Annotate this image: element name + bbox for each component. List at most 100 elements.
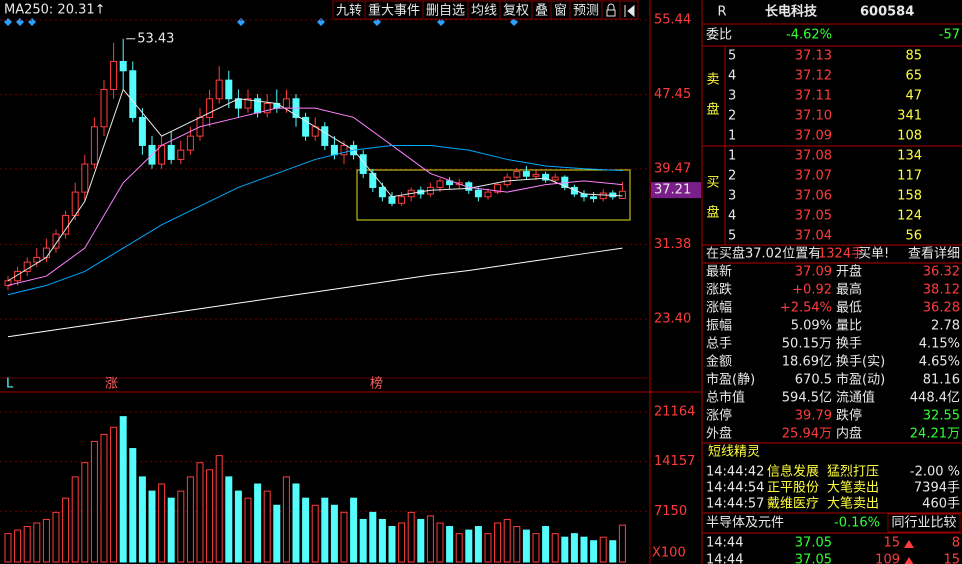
toolbar-label[interactable]: 重大事件 bbox=[368, 3, 420, 19]
tick-volume: 109 bbox=[875, 553, 900, 564]
compare-label[interactable]: 同行业比较 bbox=[891, 516, 956, 531]
volume-bar bbox=[359, 518, 367, 563]
stat-value: 81.16 bbox=[923, 373, 960, 388]
stat-label: 换手(实) bbox=[836, 355, 885, 370]
stat-label: 涨跌 bbox=[706, 282, 732, 298]
price: 37.09 bbox=[795, 129, 832, 144]
stat-value: 594.5亿 bbox=[782, 391, 832, 406]
volume-bar bbox=[81, 462, 89, 563]
volume-bar bbox=[90, 440, 98, 563]
toolbar-label[interactable]: 叠 bbox=[535, 4, 548, 19]
volume-bar bbox=[244, 497, 252, 563]
candle-body bbox=[4, 280, 12, 286]
volume: 56 bbox=[905, 229, 922, 244]
chart-marker: 涨 bbox=[105, 377, 118, 392]
candle-body bbox=[359, 154, 367, 174]
lock-icon[interactable] bbox=[606, 3, 616, 17]
up-arrow bbox=[904, 540, 914, 548]
up-arrow bbox=[904, 557, 914, 564]
volume: 124 bbox=[897, 209, 922, 224]
ma-label: MA250: 20.31↑ bbox=[4, 3, 106, 18]
candle-body bbox=[129, 70, 137, 118]
stat-value: 37.09 bbox=[795, 265, 832, 280]
notice-link[interactable]: 查看详细 bbox=[908, 246, 960, 262]
volume-bar bbox=[590, 540, 598, 563]
stat-label: 外盘 bbox=[706, 426, 732, 442]
stat-value: 4.15% bbox=[919, 337, 960, 352]
volume-bar bbox=[110, 426, 118, 563]
stat-label: 换手 bbox=[836, 337, 862, 352]
compare-button[interactable] bbox=[887, 513, 961, 533]
tick-price: 37.05 bbox=[795, 536, 832, 551]
volume-bar bbox=[52, 511, 60, 563]
candle-body bbox=[158, 144, 166, 165]
stat-value: 25.94万 bbox=[782, 427, 832, 442]
notice-tail: 买单! bbox=[858, 247, 889, 262]
level: 2 bbox=[728, 109, 736, 124]
volume-bar bbox=[513, 526, 521, 563]
toolbar-label[interactable]: 九转 bbox=[336, 4, 362, 19]
volume-bar bbox=[282, 476, 290, 563]
alert-stock: 戴维医疗 bbox=[767, 497, 819, 512]
volume-bar bbox=[225, 476, 233, 563]
volume-bar bbox=[321, 497, 329, 563]
volume-bar bbox=[119, 416, 127, 563]
sector-pct: -0.16% bbox=[834, 516, 880, 531]
volume: 108 bbox=[897, 129, 922, 144]
price: 37.10 bbox=[795, 109, 832, 124]
stat-value: 448.4亿 bbox=[910, 391, 960, 406]
level: 1 bbox=[728, 149, 736, 164]
toolbar-label[interactable]: 删自选 bbox=[426, 4, 465, 19]
volume-bar bbox=[465, 529, 473, 563]
volume-bar bbox=[234, 490, 242, 563]
level: 5 bbox=[728, 229, 736, 244]
tick-volume: 15 bbox=[883, 536, 900, 551]
level: 4 bbox=[728, 209, 736, 224]
y-tick-label: 39.47 bbox=[654, 162, 691, 177]
stat-value: 36.28 bbox=[923, 301, 960, 316]
volume: 341 bbox=[897, 109, 922, 124]
event-markers bbox=[4, 18, 518, 26]
stat-label: 总市值 bbox=[706, 390, 745, 406]
price: 37.11 bbox=[795, 89, 832, 104]
stat-label: 涨停 bbox=[706, 408, 732, 424]
candle-body bbox=[494, 184, 502, 193]
candle-body bbox=[119, 60, 127, 72]
volume-bar bbox=[494, 522, 502, 563]
volume-bar bbox=[446, 526, 454, 563]
toolbar-label[interactable]: 预测 bbox=[573, 4, 599, 19]
alert-stock: 正平股份 bbox=[767, 481, 819, 496]
stat-value: 4.65% bbox=[919, 355, 960, 370]
price: 37.06 bbox=[795, 189, 832, 204]
unit-label: X100 bbox=[652, 546, 686, 561]
toolbar-label[interactable]: 均线 bbox=[471, 4, 497, 19]
stat-value: 32.55 bbox=[923, 409, 960, 424]
volume-bar bbox=[369, 511, 377, 563]
volume-bar bbox=[609, 540, 617, 563]
volume-bar bbox=[407, 511, 415, 563]
volume-bar bbox=[330, 504, 338, 563]
side-label: 卖 bbox=[706, 73, 719, 88]
volume-bar bbox=[42, 518, 50, 563]
tick-count: 15 bbox=[943, 553, 960, 564]
y-tick-label: 23.40 bbox=[654, 312, 691, 327]
toolbar-label[interactable]: 复权 bbox=[503, 3, 529, 19]
toolbar-label[interactable]: 窗 bbox=[554, 3, 567, 19]
candle-body bbox=[532, 173, 540, 177]
volume-bar bbox=[14, 529, 22, 563]
stat-value: 39.79 bbox=[795, 409, 832, 424]
side-label: 买 bbox=[706, 176, 719, 191]
alert-time: 14:44:54 bbox=[706, 481, 764, 496]
volume-bar bbox=[417, 518, 425, 563]
candle-body bbox=[388, 196, 396, 204]
volume-bar bbox=[503, 518, 511, 563]
alert-type: 大笔卖出 bbox=[827, 496, 879, 512]
volume-bar bbox=[273, 504, 281, 563]
arrow-icon[interactable] bbox=[624, 4, 635, 18]
volume-bar bbox=[4, 533, 12, 563]
volume-bar bbox=[167, 497, 175, 563]
volume-bar bbox=[561, 536, 569, 563]
level: 3 bbox=[728, 89, 736, 104]
weibi-pct: -4.62% bbox=[786, 28, 832, 43]
